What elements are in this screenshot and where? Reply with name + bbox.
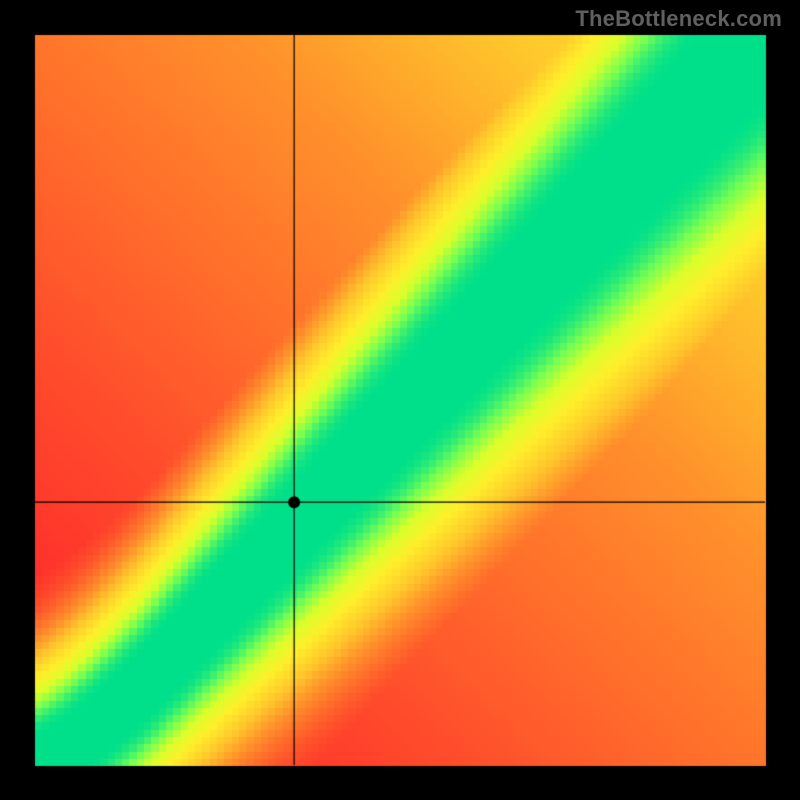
watermark-text: TheBottleneck.com xyxy=(575,6,782,32)
bottleneck-heatmap xyxy=(0,0,800,800)
chart-container xyxy=(0,0,800,800)
